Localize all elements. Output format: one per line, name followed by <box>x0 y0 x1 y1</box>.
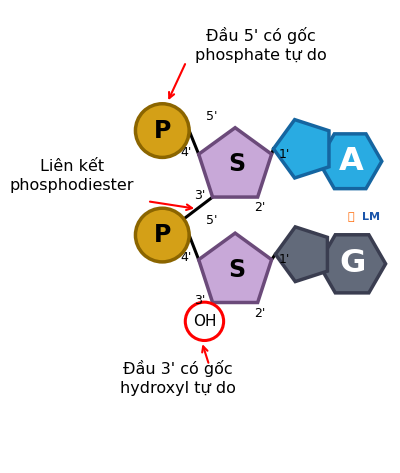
Text: 2': 2' <box>254 201 265 214</box>
Text: 1': 1' <box>278 253 290 266</box>
Text: 2': 2' <box>254 307 265 320</box>
Text: 1': 1' <box>278 148 290 161</box>
Text: Đầu 3' có gốc
hydroxyl tự do: Đầu 3' có gốc hydroxyl tự do <box>120 359 236 396</box>
Circle shape <box>136 104 189 158</box>
Text: P: P <box>154 119 171 142</box>
Polygon shape <box>318 134 382 189</box>
Text: S: S <box>228 152 246 176</box>
Polygon shape <box>275 227 328 281</box>
Text: 4': 4' <box>180 251 192 264</box>
Text: OH: OH <box>193 314 216 329</box>
Text: S: S <box>228 258 246 281</box>
Text: 5': 5' <box>206 214 218 227</box>
Text: A: A <box>339 146 364 177</box>
Text: G: G <box>340 248 366 280</box>
Text: 5': 5' <box>206 110 218 123</box>
Text: 3': 3' <box>194 294 206 307</box>
Text: 3': 3' <box>194 189 206 201</box>
Text: ⓖ: ⓖ <box>348 212 354 222</box>
Polygon shape <box>274 120 329 178</box>
Circle shape <box>185 302 224 341</box>
Text: 4': 4' <box>180 146 192 159</box>
Text: Đầu 5' có gốc
phosphate tự do: Đầu 5' có gốc phosphate tự do <box>195 27 327 63</box>
Text: LM: LM <box>362 212 380 222</box>
Polygon shape <box>318 235 386 293</box>
Circle shape <box>136 208 189 262</box>
Text: Liên kết
phosphodiester: Liên kết phosphodiester <box>10 158 134 193</box>
Polygon shape <box>199 233 272 303</box>
Text: P: P <box>154 223 171 247</box>
Polygon shape <box>199 128 272 197</box>
